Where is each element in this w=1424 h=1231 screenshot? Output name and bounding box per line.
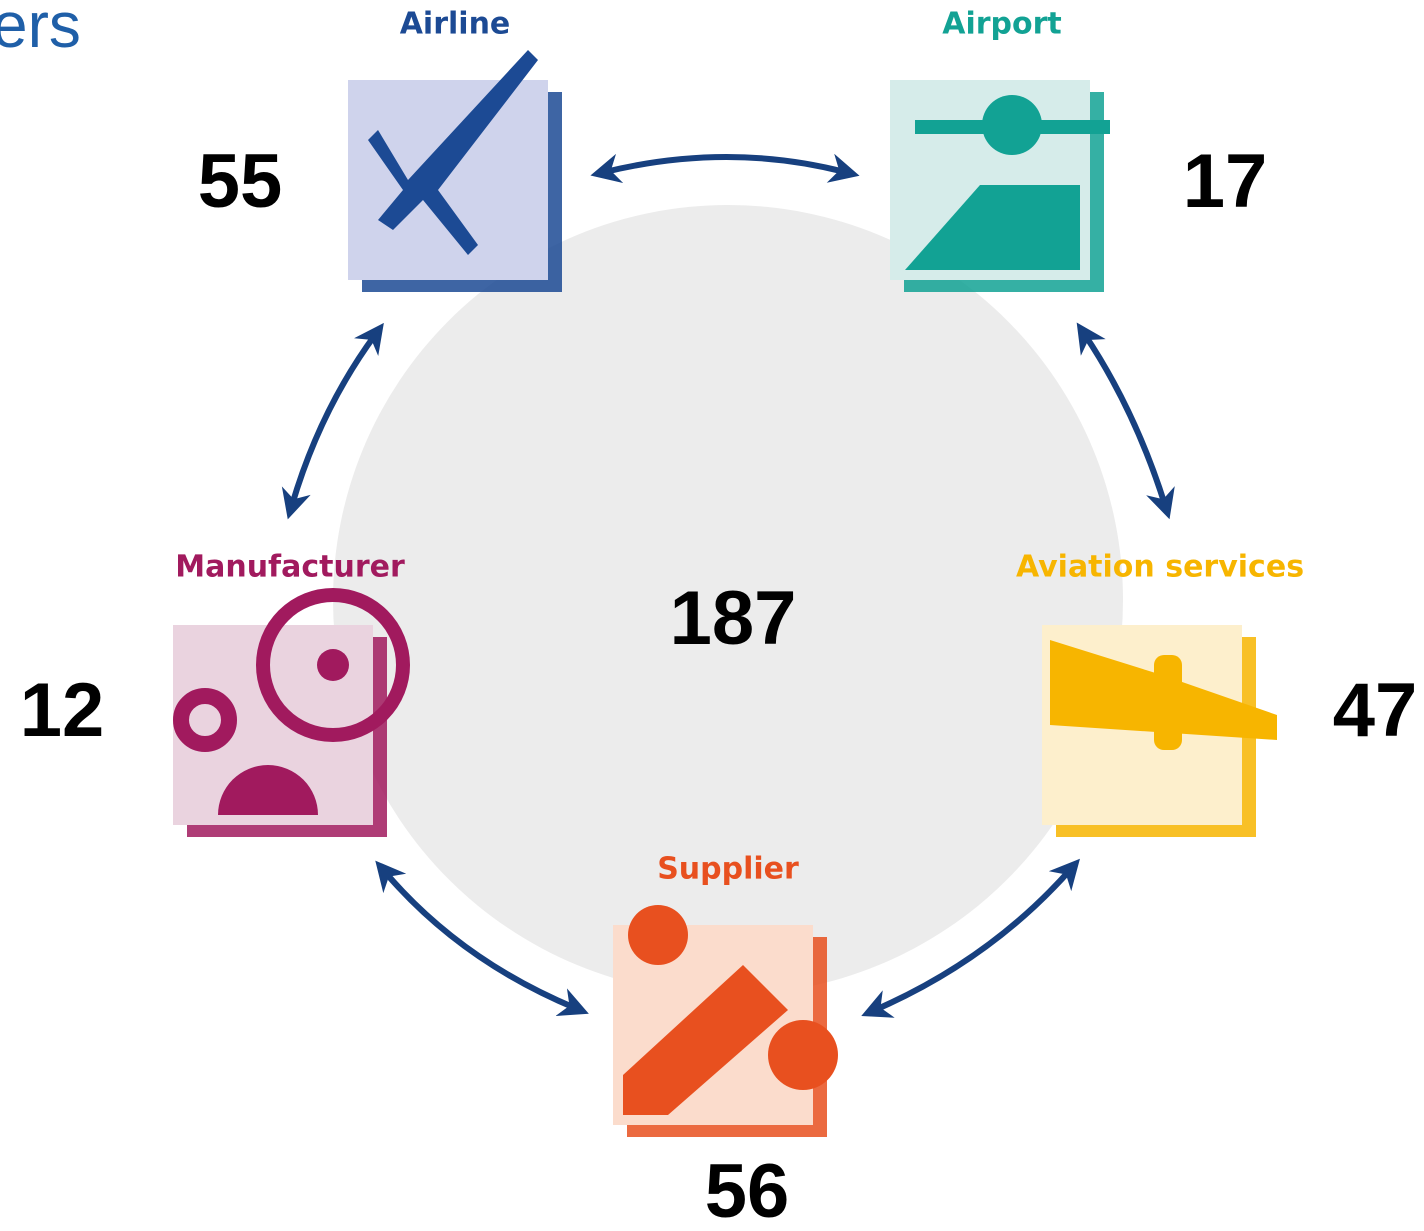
node-count: 55 [198, 139, 283, 224]
icon-front [348, 80, 548, 280]
wing-icon [1154, 655, 1182, 750]
node: Manufacturer 12 [20, 550, 405, 838]
node-count: 12 [20, 668, 105, 753]
node-count: 56 [705, 1149, 790, 1231]
fan-icon [317, 649, 349, 681]
arrow [605, 157, 845, 172]
page-title: ers [0, 0, 81, 61]
node-count: 47 [1333, 668, 1418, 753]
plane-icon [982, 95, 1042, 155]
node-label: Airport [942, 7, 1062, 42]
node-label: Airline [400, 7, 511, 42]
diagram: ers 187 Airline 55 Airport 17 Manufacturer 12… [0, 0, 1424, 1231]
node: Airport 17 [890, 7, 1267, 293]
node-label: Supplier [657, 852, 799, 887]
wrench-icon [628, 905, 688, 965]
node: Airline 55 [198, 7, 562, 293]
node-label: Manufacturer [175, 550, 405, 585]
total-count: 187 [670, 576, 797, 661]
node-label: Aviation services [1016, 550, 1304, 585]
node-count: 17 [1183, 139, 1268, 224]
wrench-icon [768, 1020, 838, 1090]
